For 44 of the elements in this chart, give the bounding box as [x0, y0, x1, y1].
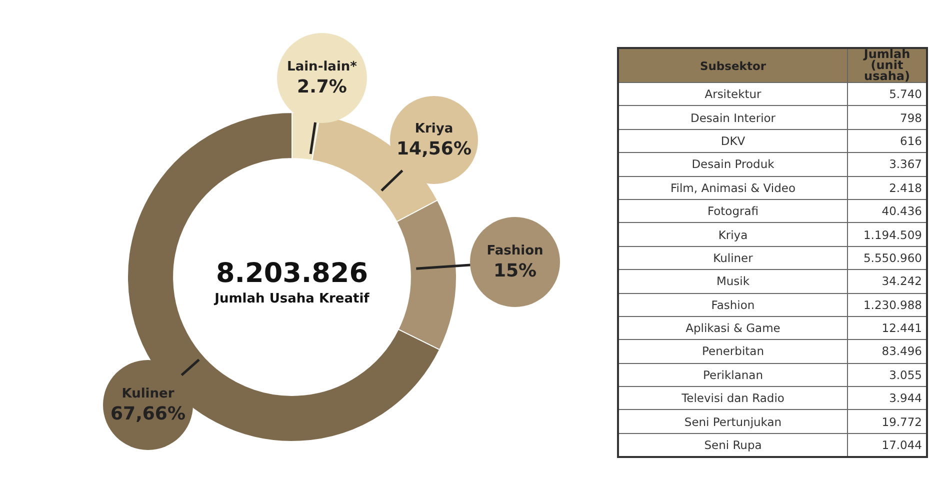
data-label: 17.044 [848, 433, 927, 458]
data-label: 2.7% [297, 76, 347, 98]
category-label: Kuliner [618, 246, 848, 270]
data-label: 5.550.960 [848, 246, 927, 270]
category-label: Televisi dan Radio [618, 386, 848, 410]
slice-label: Fashion [486, 243, 544, 258]
slice-label: Kuliner [122, 386, 175, 402]
data-label: 40.436 [848, 199, 927, 223]
data-label: 798 [848, 106, 927, 130]
category-label: Seni Pertunjukan [618, 410, 848, 434]
category-label: Fashion [618, 293, 848, 316]
data-label: 616 [848, 129, 927, 153]
category-label: Arsitektur [618, 82, 848, 106]
data-label: 19.772 [848, 410, 927, 434]
category-label: Desain Produk [618, 152, 848, 176]
data-label: 83.496 [848, 340, 927, 364]
data-label: 5.740 [848, 82, 927, 106]
category-label: Desain Interior [618, 106, 848, 130]
data-label: 2.418 [848, 176, 927, 200]
data-label: 15% [493, 260, 537, 282]
category-label: Seni Rupa [618, 433, 848, 458]
data-label: 3.944 [848, 386, 927, 410]
text: Subsektor [618, 48, 848, 82]
data-label: 34.242 [848, 270, 927, 294]
data-label: 1.230.988 [848, 293, 927, 316]
category-label: Musik [618, 270, 848, 294]
category-label: Kriya [618, 222, 848, 246]
category-label: Fotografi [618, 199, 848, 223]
data-label: 67,66% [110, 404, 186, 425]
category-label: Aplikasi & Game [618, 316, 848, 340]
data-label: 3.367 [848, 152, 927, 176]
slice-label: Lain-lain* [287, 59, 358, 74]
text: Jumlah Usaha Kreatif [214, 291, 370, 306]
data-label: 14,56% [396, 138, 472, 160]
data-label: 3.055 [848, 363, 927, 387]
category-label: Film, Animasi & Video [618, 176, 848, 200]
category-label: DKV [618, 129, 848, 153]
text: 8.203.826 [216, 258, 368, 290]
category-label: Penerbitan [618, 340, 848, 364]
text: Jumlah (unit usaha) [848, 47, 927, 83]
slice-label: Kriya [414, 121, 454, 136]
category-label: Periklanan [618, 363, 848, 387]
data-label: 12.441 [848, 316, 927, 340]
data-label: 1.194.509 [848, 222, 927, 246]
